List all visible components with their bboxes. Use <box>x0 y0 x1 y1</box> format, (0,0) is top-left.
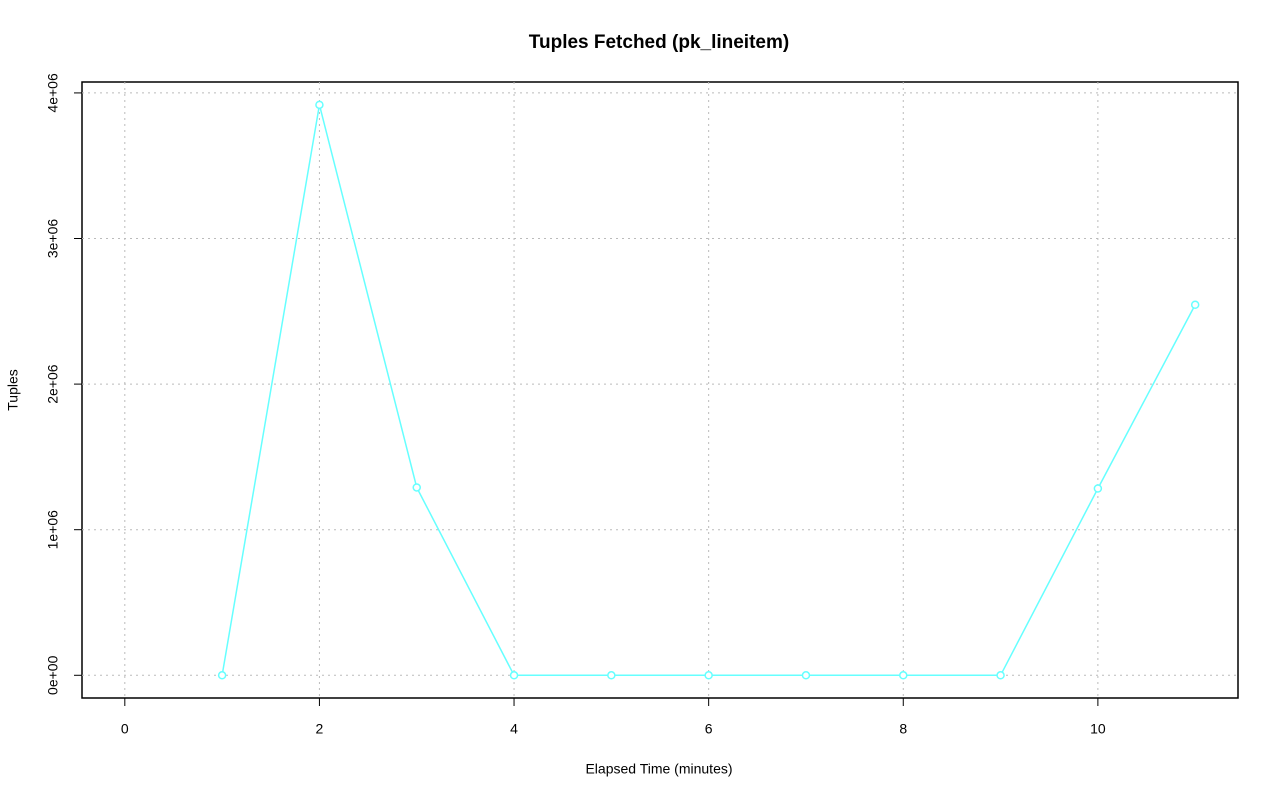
y-tick-label: 2e+06 <box>45 364 61 404</box>
data-point <box>899 671 908 680</box>
x-tick-label: 4 <box>510 721 518 737</box>
data-point <box>1093 484 1103 493</box>
data-point <box>996 671 1005 680</box>
y-tick-label: 4e+06 <box>45 73 61 113</box>
data-point <box>217 671 227 680</box>
data-point <box>315 100 324 110</box>
data-point <box>1190 300 1200 310</box>
y-tick-label: 1e+06 <box>45 510 61 550</box>
y-axis-label: Tuples <box>5 369 21 411</box>
x-tick-label: 8 <box>899 721 907 737</box>
data-point <box>801 671 811 680</box>
chart-title: Tuples Fetched (pk_lineitem) <box>529 32 789 53</box>
data-point <box>704 671 713 680</box>
y-tick-label: 0e+00 <box>45 655 61 695</box>
x-tick-label: 2 <box>316 721 324 737</box>
data-point <box>607 671 616 680</box>
y-tick-label: 3e+06 <box>45 219 61 259</box>
data-point <box>412 483 421 492</box>
x-tick-label: 6 <box>705 721 713 737</box>
plot-frame <box>81 81 1239 699</box>
data-point <box>509 671 519 680</box>
x-tick-label: 0 <box>121 721 129 737</box>
x-tick-label: 10 <box>1090 721 1106 737</box>
x-axis-label: Elapsed Time (minutes) <box>585 761 732 777</box>
